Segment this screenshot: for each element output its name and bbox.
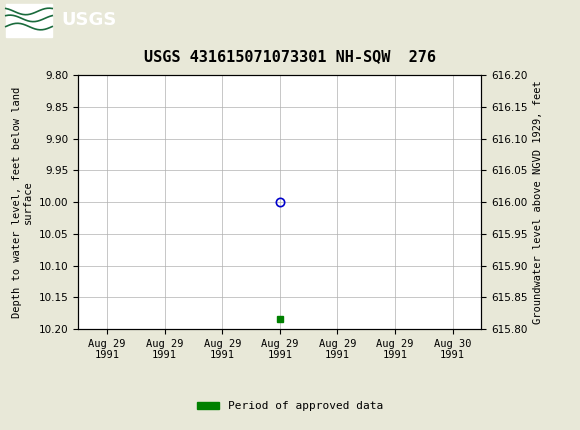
Legend: Period of approved data: Period of approved data [193,397,387,416]
Y-axis label: Groundwater level above NGVD 1929, feet: Groundwater level above NGVD 1929, feet [533,80,543,324]
Y-axis label: Depth to water level, feet below land
surface: Depth to water level, feet below land su… [12,86,33,318]
Text: USGS 431615071073301 NH-SQW  276: USGS 431615071073301 NH-SQW 276 [144,49,436,64]
FancyBboxPatch shape [6,4,52,37]
Text: USGS: USGS [61,12,116,29]
